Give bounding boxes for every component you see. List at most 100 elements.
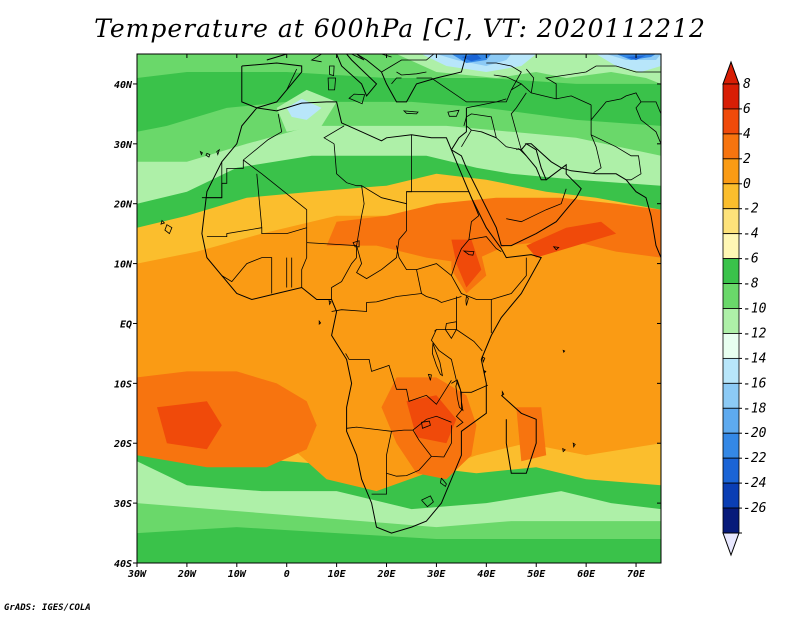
island-9 [562,447,566,453]
country-border-6 [323,125,345,145]
country-border-44 [590,104,602,173]
country-border-28 [412,415,452,431]
colorbar-label-17: -26 [743,501,767,516]
y-tick-label-4: EQ [120,319,132,330]
country-border-35 [286,68,298,91]
grads-credit: GrADS: IGES/COLA [4,603,91,613]
island-15 [447,109,460,117]
lake-2 [455,378,464,412]
temp-region-2-1 [137,527,661,563]
x-tick-label-0: 30W [127,569,147,580]
island-1 [199,150,203,156]
country-border-22 [434,296,457,332]
x-tick-label-3: 0 [284,569,290,580]
country-border-53 [396,71,427,76]
colorbar-label-13: -18 [743,401,767,416]
colorbar-top-arrow [722,60,740,85]
map-frame [136,53,662,564]
temperature-field [137,54,661,563]
island-5 [328,299,332,306]
island-6 [318,319,322,325]
colorbar-label-11: -14 [743,351,766,366]
island-7 [501,390,505,397]
country-border-33 [421,495,434,508]
temp-region-12-1 [406,395,457,444]
colorbar-label-16: -24 [743,476,766,491]
temp-region-12-3 [526,221,617,258]
island-8 [572,442,576,448]
x-tick-label-9: 60E [577,569,596,580]
country-border-32 [461,384,488,393]
y-tick-label-3: 10N [114,260,133,271]
y-tick-label-7: 30S [113,499,132,510]
x-tick-label-5: 20E [376,569,396,580]
colorbar-label-14: -20 [743,426,767,441]
country-border-55 [366,54,392,58]
colorbar-swatch-5 [722,208,740,235]
coastline-3 [336,54,378,97]
y-tick-label-0: 40N [114,80,133,91]
y-tick-label-2: 20N [113,200,133,211]
colorbar-label-15: -22 [743,451,767,466]
lake-4 [421,420,431,429]
coastline-1 [500,394,537,474]
country-border-8 [356,185,407,280]
colorbar-label-2: 4 [743,127,751,142]
island-17 [483,370,487,374]
country-border-39 [481,92,527,151]
country-border-19 [451,215,480,276]
island-13 [329,65,335,77]
country-border-57 [351,54,365,61]
colorbar-swatch-12 [722,382,740,409]
country-border-23 [430,329,457,384]
coastline-5 [450,107,661,258]
country-border-51 [493,74,522,85]
coastline-6 [520,143,547,181]
island-19 [552,246,560,251]
x-tick-label-4: 10E [328,569,347,580]
colorbar-swatch-1 [722,108,740,135]
lake-1 [431,343,443,377]
coastline-0 [201,101,542,534]
colorbar-swatch-10 [722,333,740,359]
y-tick-label-5: 10S [114,379,132,390]
y-tick-label-8: 40S [114,559,132,570]
colorbar-swatch-16 [722,482,740,509]
x-tick-label-6: 30E [426,569,446,580]
island-4 [160,219,166,225]
temp-region-8-0 [461,54,482,62]
colorbar-swatch-3 [722,158,740,185]
colorbar-swatch-8 [722,283,740,309]
country-border-18 [416,257,527,300]
coastline-2 [356,54,467,103]
colorbar-label-9: -10 [743,302,767,317]
colorbar-label-3: 2 [743,152,751,167]
colorbar-label-7: -6 [743,252,759,267]
country-border-41 [468,191,480,216]
island-10 [562,349,566,354]
lake-7 [462,250,475,256]
country-border-26 [346,426,413,432]
map-title: Temperature at 600hPa [C], VT: 202011221… [94,14,706,43]
country-border-56 [310,54,322,63]
country-border-43 [516,148,527,157]
country-border-54 [391,77,402,85]
colorbar-swatch-15 [722,457,740,484]
country-border-34 [439,477,447,488]
y-tick-label-1: 30N [113,140,133,151]
colorbar-swatch-14 [722,432,740,459]
country-border-1 [243,113,283,161]
colorbar-label-12: -16 [743,376,767,391]
geography-lines [160,54,661,534]
x-tick-label-10: 70E [627,569,646,580]
temp-region-11-2 [326,197,661,264]
x-tick-label-7: 40E [477,569,496,580]
lake-5 [465,295,469,306]
temp-region-5-0 [286,98,322,120]
lake-6 [427,373,432,381]
colorbar-label-6: -4 [743,227,759,242]
country-border-10 [306,242,358,258]
colorbar-label-4: 0 [743,177,751,192]
colorbar-swatch-0 [722,83,740,110]
